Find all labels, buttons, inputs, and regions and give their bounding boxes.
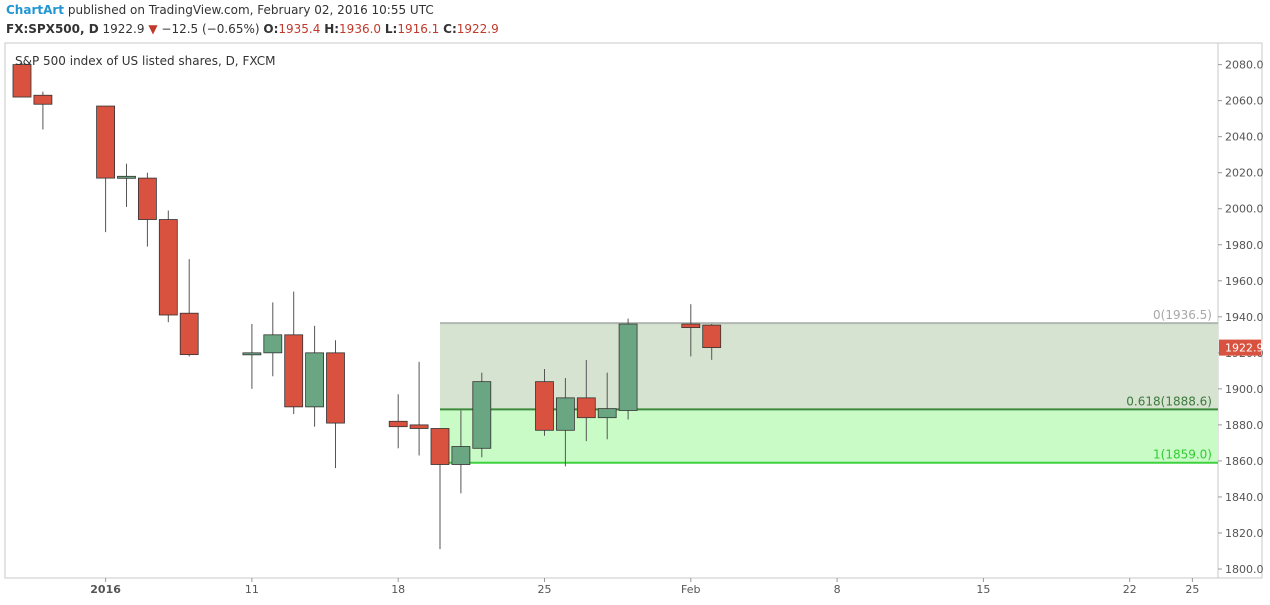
price-axis[interactable]: 2080.0 2060.0 2040.0 2020.0 2000.0 1980.0 1960… <box>1218 59 1264 576</box>
y-tick-label: 1840.0 <box>1225 491 1264 504</box>
candle-body <box>535 381 554 431</box>
high-value: 1936.0 <box>339 22 382 36</box>
x-tick-label: 25 <box>1185 583 1199 596</box>
quote-line: FX:SPX500, D 1922.9 ▼ −12.5 (−0.65%) O:1… <box>6 22 499 36</box>
candle-body <box>242 352 262 356</box>
last-price-label: 1922.9 <box>1225 342 1264 355</box>
x-tick-label: 11 <box>245 583 259 596</box>
candle-body <box>472 381 492 449</box>
candle-body <box>597 408 617 419</box>
y-tick-label: 1940.0 <box>1225 311 1264 324</box>
candle-body <box>158 219 178 316</box>
low-label: L: <box>384 22 398 36</box>
plot-frame <box>4 42 1219 579</box>
fib-level-label: 0(1936.5) <box>1153 308 1212 322</box>
candle-body <box>702 324 722 349</box>
last-price-badge <box>1219 339 1261 356</box>
candle-body <box>576 397 596 419</box>
candle-body <box>12 64 32 98</box>
plot-area <box>4 42 1263 579</box>
y-tick-label: 1980.0 <box>1225 239 1264 252</box>
fib-level-label: 0.618(1888.6) <box>1126 394 1212 408</box>
candle-body <box>179 312 199 356</box>
candle-body <box>451 446 471 465</box>
y-tick-label: 1860.0 <box>1225 455 1264 468</box>
symbol-label: FX:SPX500, D <box>6 22 99 36</box>
y-tick-label: 2040.0 <box>1225 131 1264 144</box>
y-tick-label: 1900.0 <box>1225 383 1264 396</box>
x-tick-label: 25 <box>538 583 552 596</box>
candle-body <box>388 420 408 428</box>
fib-level-label: 1(1859.0) <box>1153 448 1212 462</box>
y-tick-label: 1960.0 <box>1225 275 1264 288</box>
down-arrow-icon: ▼ <box>148 22 158 36</box>
close-label: C: <box>443 22 457 36</box>
price-change: −12.5 (−0.65%) <box>161 22 260 36</box>
author-link[interactable]: ChartArt <box>6 3 65 17</box>
x-tick-label: Feb <box>681 583 700 596</box>
open-label: O: <box>263 22 279 36</box>
candle-body <box>96 105 115 179</box>
y-tick-label: 1820.0 <box>1225 527 1264 540</box>
x-tick-label: 8 <box>834 583 841 596</box>
candle-body <box>284 334 304 408</box>
candle-body <box>556 397 575 431</box>
x-tick-label: 15 <box>976 583 990 596</box>
candle-body <box>33 94 53 105</box>
candle-body <box>430 428 450 465</box>
chart-title: S&P 500 index of US listed shares, D, FX… <box>15 54 275 68</box>
low-value: 1916.1 <box>397 22 440 36</box>
candle-body <box>263 334 283 354</box>
x-tick-label: 18 <box>391 583 405 596</box>
time-axis[interactable]: 2016 11 18 25 Feb 8 15 22 25 <box>90 578 1199 596</box>
fibonacci-retracement[interactable]: 0(1936.5) 0.618(1888.6) 1(1859.0) <box>440 308 1218 464</box>
open-value: 1935.4 <box>278 22 321 36</box>
candle-body <box>137 177 157 220</box>
high-label: H: <box>324 22 340 36</box>
y-tick-label: 1880.0 <box>1225 419 1264 432</box>
price-axis-frame <box>1217 42 1263 579</box>
candle-body <box>326 352 345 424</box>
y-tick-label: 2060.0 <box>1225 95 1264 108</box>
published-text: published on TradingView.com, February 0… <box>67 3 434 17</box>
candle-body <box>117 175 136 179</box>
fib-zone-upper <box>440 323 1218 410</box>
candles <box>12 62 722 550</box>
y-tick-label: 2020.0 <box>1225 167 1264 180</box>
candle-body <box>305 352 325 408</box>
last-price: 1922.9 <box>102 22 145 36</box>
candle-body <box>409 424 429 429</box>
x-tick-label: 2016 <box>90 583 121 596</box>
close-value: 1922.9 <box>456 22 499 36</box>
candle-body <box>681 323 701 329</box>
publish-header: ChartArt published on TradingView.com, F… <box>6 3 434 17</box>
y-tick-label: 2000.0 <box>1225 203 1264 216</box>
x-tick-label: 22 <box>1123 583 1137 596</box>
candle-body <box>618 323 638 411</box>
y-tick-label: 2080.0 <box>1225 59 1264 72</box>
y-tick-label: 1800.0 <box>1225 563 1264 576</box>
